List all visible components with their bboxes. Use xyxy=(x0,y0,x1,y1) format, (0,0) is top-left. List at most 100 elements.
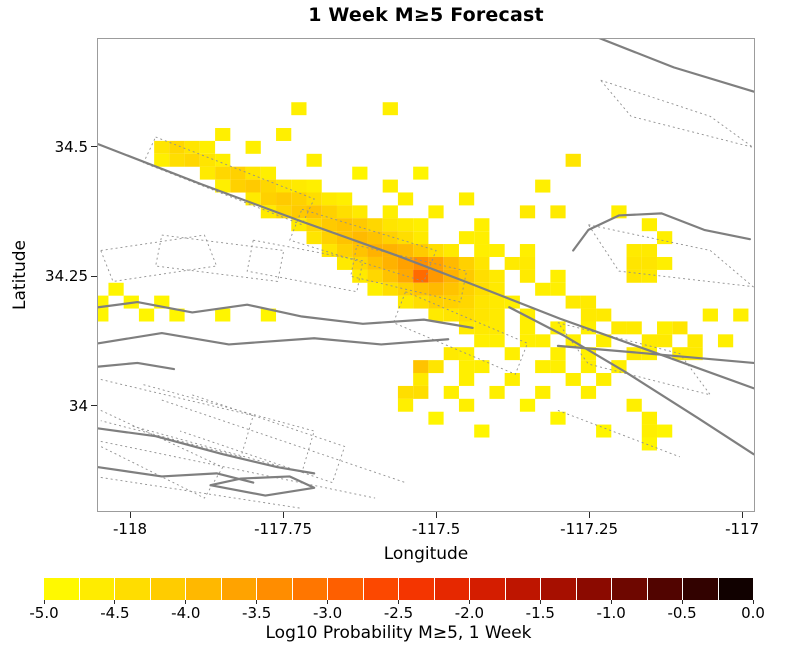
forecast-cell xyxy=(657,424,673,438)
forecast-cell xyxy=(215,153,231,167)
colorbar-segment xyxy=(363,578,398,600)
y-tick-label: 34.5 xyxy=(54,137,88,156)
forecast-cell xyxy=(458,192,475,206)
forecast-cell xyxy=(596,372,612,386)
forecast-cell xyxy=(382,256,398,270)
colorbar-tick-mark xyxy=(256,600,258,604)
forecast-cell xyxy=(580,308,597,322)
forecast-cell xyxy=(413,385,429,399)
forecast-cell xyxy=(382,102,398,116)
colorbar-segment xyxy=(576,578,611,600)
fault-section-outline xyxy=(557,322,712,396)
forecast-cell xyxy=(596,308,612,322)
forecast-cell xyxy=(519,244,536,257)
forecast-cell xyxy=(336,205,353,219)
x-tick-mark xyxy=(741,512,743,518)
forecast-cell xyxy=(504,256,520,270)
forecast-cell xyxy=(397,218,414,232)
forecast-cell xyxy=(519,256,536,270)
forecast-cell xyxy=(474,295,490,309)
forecast-cell xyxy=(336,192,353,206)
forecast-cell xyxy=(550,269,566,283)
forecast-cell xyxy=(580,360,597,374)
forecast-cell xyxy=(260,308,277,322)
forecast-cell xyxy=(306,205,322,219)
colorbar-segment xyxy=(328,578,363,600)
forecast-cell xyxy=(474,244,490,257)
forecast-cell xyxy=(489,334,505,348)
forecast-cell xyxy=(428,308,444,322)
colorbar-segment xyxy=(150,578,185,600)
forecast-cell xyxy=(154,153,170,167)
forecast-cell xyxy=(306,179,322,193)
forecast-cell xyxy=(474,231,490,245)
forecast-cell xyxy=(367,282,383,296)
y-tick-mark xyxy=(91,146,97,148)
forecast-cell xyxy=(306,153,322,167)
forecast-cell xyxy=(657,334,673,348)
map-canvas xyxy=(98,39,754,509)
fault-section-outline xyxy=(350,244,468,303)
forecast-cell xyxy=(352,166,368,180)
forecast-cell xyxy=(98,308,109,322)
forecast-cell xyxy=(443,347,459,361)
forecast-cell xyxy=(397,231,414,245)
colorbar-segment xyxy=(186,578,221,600)
forecast-cell xyxy=(397,192,414,206)
forecast-cell xyxy=(535,334,551,348)
x-tick-mark xyxy=(435,512,437,518)
forecast-cell xyxy=(458,256,475,270)
forecast-cell xyxy=(413,372,429,386)
forecast-cell xyxy=(321,205,337,219)
forecast-cell xyxy=(489,385,505,399)
forecast-cell xyxy=(397,398,414,412)
colorbar-tick-mark xyxy=(114,600,116,604)
fault-section-outline xyxy=(557,410,680,458)
forecast-cell xyxy=(413,231,429,245)
forecast-cell xyxy=(458,231,475,245)
x-tick-mark xyxy=(588,512,590,518)
fault-section-outline xyxy=(179,394,346,484)
forecast-cell xyxy=(306,231,322,245)
forecast-cell xyxy=(626,321,642,335)
fault-section-outline xyxy=(100,410,224,499)
colorbar-segment xyxy=(434,578,469,600)
forecast-cell xyxy=(443,308,459,322)
forecast-cell xyxy=(199,166,216,180)
forecast-cell xyxy=(550,360,566,374)
colorbar-segment xyxy=(44,578,79,600)
forecast-cell xyxy=(626,269,642,283)
colorbar-tick-label: -2.0 xyxy=(454,604,485,622)
forecast-cell xyxy=(702,308,718,322)
forecast-cell xyxy=(382,205,398,219)
fault-section-outline xyxy=(161,399,406,484)
colorbar-tick-label: 0.0 xyxy=(741,604,765,622)
forecast-cell xyxy=(428,295,444,309)
forecast-cell xyxy=(382,269,398,283)
fault-trace xyxy=(98,427,316,475)
y-tick-label: 34 xyxy=(68,396,88,415)
forecast-cell xyxy=(245,140,261,154)
forecast-cell xyxy=(276,128,292,141)
forecast-cell xyxy=(626,347,642,361)
forecast-cell xyxy=(474,360,490,374)
forecast-cell xyxy=(596,334,612,348)
forecast-cell xyxy=(154,140,170,154)
forecast-cell xyxy=(321,244,337,257)
forecast-cell xyxy=(260,179,277,193)
forecast-cell xyxy=(382,282,398,296)
forecast-cell xyxy=(458,282,475,296)
forecast-cell xyxy=(504,347,520,361)
forecast-cell xyxy=(428,205,444,219)
forecast-cell xyxy=(382,218,398,232)
colorbar-segment xyxy=(79,578,114,600)
forecast-cell xyxy=(565,372,581,386)
forecast-cell xyxy=(413,269,429,283)
forecast-cell xyxy=(458,398,475,412)
forecast-cell xyxy=(413,295,429,309)
forecast-cell xyxy=(367,231,383,245)
forecast-cell xyxy=(413,244,429,257)
forecast-cell xyxy=(260,166,277,180)
fault-trace xyxy=(98,143,754,390)
forecast-cell xyxy=(641,256,658,270)
